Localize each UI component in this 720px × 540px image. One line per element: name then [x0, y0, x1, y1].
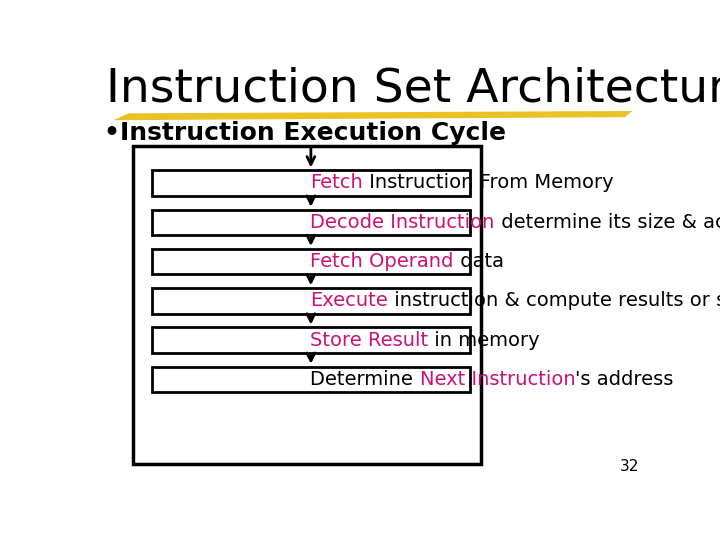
Text: Instruction From Memory: Instruction From Memory: [363, 173, 613, 192]
Text: Fetch: Fetch: [310, 173, 363, 192]
Polygon shape: [113, 111, 632, 120]
Text: Execute: Execute: [310, 291, 388, 310]
Bar: [152, 170, 469, 195]
Bar: [152, 249, 469, 274]
Text: Determine: Determine: [310, 370, 420, 389]
Text: Fetch Operand: Fetch Operand: [310, 252, 454, 271]
Text: 's address: 's address: [575, 370, 673, 389]
Bar: [152, 288, 469, 314]
Bar: [132, 146, 482, 464]
Bar: [152, 367, 469, 392]
Text: instruction & compute results or status: instruction & compute results or status: [388, 291, 720, 310]
Text: data: data: [454, 252, 504, 271]
Text: Store Result: Store Result: [310, 330, 428, 349]
Text: Next Instruction: Next Instruction: [420, 370, 575, 389]
Text: 32: 32: [619, 460, 639, 475]
Text: Decode Instruction: Decode Instruction: [310, 213, 495, 232]
Bar: [152, 327, 469, 353]
Text: in memory: in memory: [428, 330, 540, 349]
Text: determine its size & action: determine its size & action: [495, 213, 720, 232]
Text: •Instruction Execution Cycle: •Instruction Execution Cycle: [104, 120, 506, 145]
Bar: [152, 210, 469, 235]
Text: Instruction Set Architecture (ISA): Instruction Set Architecture (ISA): [106, 67, 720, 112]
